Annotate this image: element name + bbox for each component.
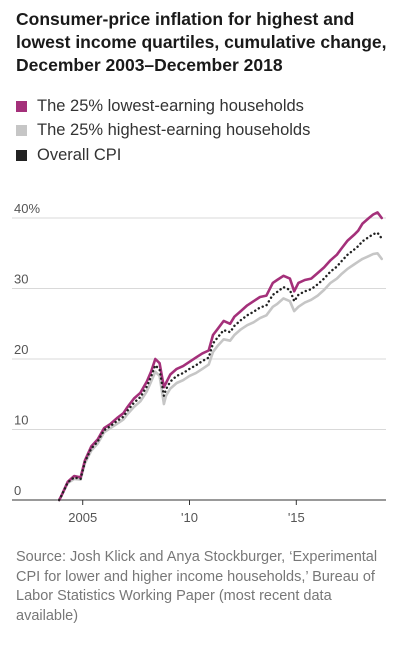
chart-title: Consumer-price inflation for highest and… — [16, 9, 387, 75]
line-chart: 0 10 20 30 40% 2005 '10 '15 — [12, 201, 386, 525]
y-tick-label: 0 — [14, 483, 21, 498]
legend-label-overall: Overall CPI — [37, 145, 122, 164]
legend-item-lowest: The 25% lowest-earning households — [16, 94, 310, 119]
legend: The 25% lowest-earning households The 25… — [16, 94, 310, 168]
legend-label-lowest: The 25% lowest-earning households — [37, 96, 304, 115]
y-tick-label: 30 — [14, 272, 28, 287]
x-tick-label: '15 — [288, 510, 305, 525]
x-tick-label: 2005 — [68, 510, 97, 525]
y-tick-label: 10 — [14, 413, 28, 428]
legend-item-highest: The 25% highest-earning households — [16, 119, 310, 144]
legend-item-overall: Overall CPI — [16, 143, 310, 168]
series-line-lowest — [57, 211, 383, 502]
y-tick-label: 20 — [14, 342, 28, 357]
source-note: Source: Josh Klick and Anya Stockburger,… — [16, 549, 378, 624]
series-line-highest — [57, 252, 383, 502]
x-tick-label: '10 — [181, 510, 198, 525]
legend-label-highest: The 25% highest-earning households — [37, 121, 311, 140]
legend-swatch-highest — [16, 125, 27, 137]
legend-swatch-overall — [16, 149, 27, 161]
series-line-overall — [58, 231, 383, 502]
y-tick-label: 40% — [14, 201, 40, 216]
legend-swatch-lowest — [16, 100, 27, 112]
